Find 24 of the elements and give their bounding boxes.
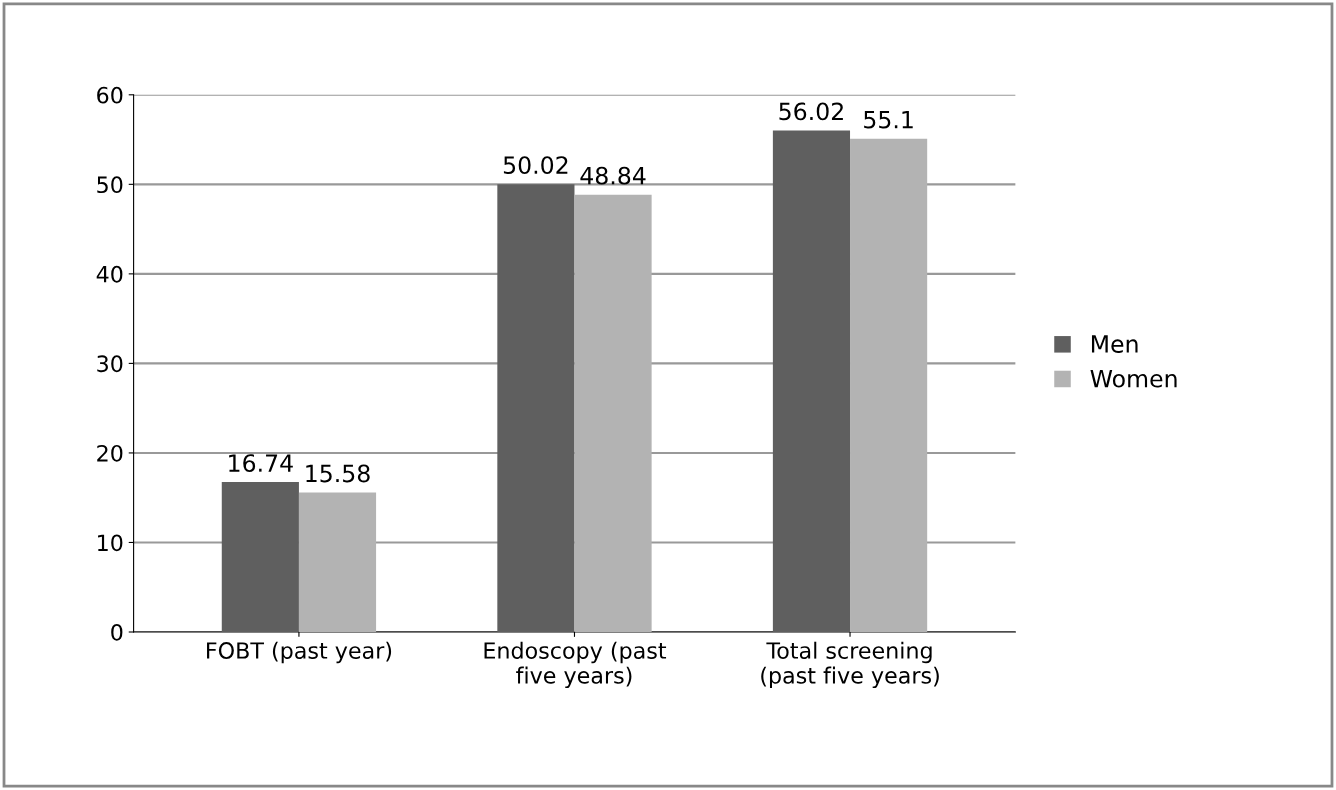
bar — [497, 184, 575, 632]
legend-label: Women — [1090, 370, 1177, 388]
y-tick-label: 0 — [111, 623, 123, 641]
bar — [221, 482, 299, 632]
data-label: 15.58 — [306, 464, 370, 483]
y-tick-label: 30 — [97, 355, 123, 373]
y-tick-label: 10 — [98, 534, 123, 552]
data-label: 16.74 — [229, 454, 293, 472]
bar — [574, 194, 652, 632]
x-tick-label: Endoscopy (past five years) — [484, 641, 667, 689]
data-label: 55.1 — [864, 110, 913, 129]
bar — [772, 130, 851, 632]
legend-label: Men — [1091, 335, 1138, 353]
data-label: 48.84 — [580, 166, 646, 185]
bar — [850, 138, 928, 632]
y-tick-label: 50 — [97, 176, 123, 194]
data-label: 56.02 — [779, 102, 843, 121]
data-label: 50.02 — [503, 156, 568, 175]
y-tick-label: 60 — [97, 86, 123, 104]
bar — [298, 492, 377, 632]
x-tick-label: FOBT (past year) — [207, 641, 392, 664]
y-tick-label: 40 — [96, 265, 123, 283]
x-tick-label: Total screening (past five years) — [761, 641, 939, 689]
y-tick-label: 20 — [97, 444, 123, 462]
